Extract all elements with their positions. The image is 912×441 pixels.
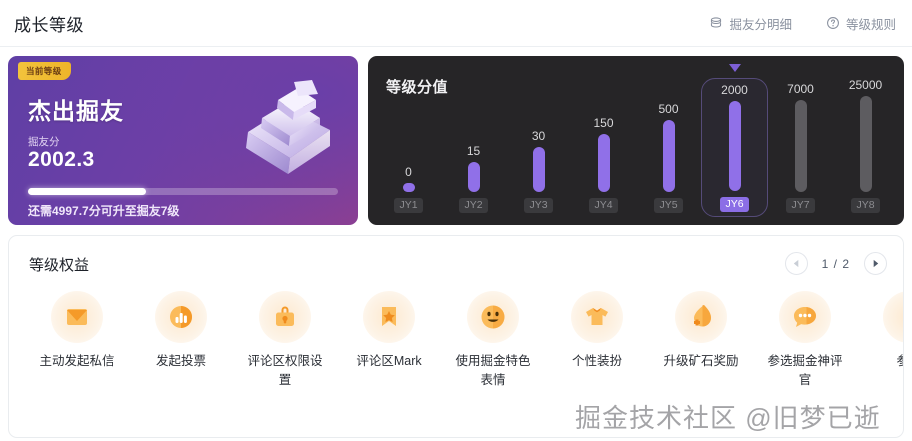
chart-bar-label: JY5 <box>654 198 683 213</box>
pagination-indicator: 1 / 2 <box>821 256 850 271</box>
chart-bar-column[interactable]: 15 JY2 <box>441 78 506 217</box>
benefit-label: 主动发起私信 <box>39 354 115 368</box>
header-action-score-detail[interactable]: 掘友分明细 <box>709 14 792 33</box>
pagination-next-button[interactable] <box>864 252 887 275</box>
benefits-pagination: 1 / 2 <box>784 252 887 275</box>
chart-bar <box>728 101 741 191</box>
current-level-card: 当前等级 杰出掘友 掘友分 2002.3 还需4997.7分可升至掘友7级 <box>8 56 358 225</box>
chart-bar-value: 30 <box>531 129 546 143</box>
benefit-label: 发起投票 <box>155 354 206 368</box>
gem-plus-icon <box>675 291 727 343</box>
chevron-right-icon <box>871 255 880 273</box>
current-level-badge: 当前等级 <box>18 62 71 80</box>
level-benefits-card: 等级权益 1 / 2 主动发起私信 发起投票 评论区权限设置 评论区Mark 使用掘金特… <box>8 235 904 438</box>
header-actions: 掘友分明细 等级规则 <box>709 14 896 33</box>
benefit-item[interactable]: 发起投票 <box>129 291 233 390</box>
question-circle-icon <box>826 16 840 30</box>
page-header: 成长等级 掘友分明细 <box>0 0 912 47</box>
coins-icon <box>709 16 723 30</box>
level-progress-fill <box>28 188 146 195</box>
benefit-label: 评论区Mark <box>356 354 422 368</box>
chart-bar-column[interactable]: 25000 JY8 <box>833 78 898 217</box>
chart-bar-label: JY7 <box>786 198 815 213</box>
tshirt-icon <box>571 291 623 343</box>
chart-bar <box>532 147 545 192</box>
chart-bar <box>662 120 675 192</box>
benefit-item[interactable]: 评论区权限设置 <box>233 291 337 390</box>
score-label: 掘友分 <box>28 136 60 148</box>
envelope-icon <box>51 291 103 343</box>
benefit-label: 升级矿石奖励 <box>663 354 739 368</box>
briefcase-lock-icon <box>259 291 311 343</box>
benefits-list: 主动发起私信 发起投票 评论区权限设置 评论区Mark 使用掘金特色表情 个性装扮 升级矿石… <box>25 291 903 390</box>
benefit-item[interactable]: 评论区Mark <box>337 291 441 390</box>
benefit-item[interactable]: 使用掘金特色表情 <box>441 291 545 390</box>
chart-bar-column[interactable]: 500 JY5 <box>636 78 701 217</box>
chart-bar-value: 150 <box>593 116 614 130</box>
header-action-label: 掘友分明细 <box>729 17 792 32</box>
chart-bar-column[interactable]: 0 JY1 <box>376 78 441 217</box>
benefit-item[interactable]: 个性装扮 <box>545 291 649 390</box>
bar-chart-icon <box>155 291 207 343</box>
benefit-item[interactable]: 主动发起私信 <box>25 291 129 390</box>
chart-bar <box>794 100 807 192</box>
chart-bar-value: 15 <box>466 144 481 158</box>
chart-bar <box>859 96 872 192</box>
comment-dots-icon <box>779 291 831 343</box>
chart-bar-label: JY3 <box>524 198 553 213</box>
benefits-title: 等级权益 <box>29 257 90 274</box>
chart-bar <box>402 183 415 192</box>
benefit-label: 使用掘金特色表情 <box>455 354 531 387</box>
chart-bar <box>597 134 610 192</box>
page-title: 成长等级 <box>14 15 84 35</box>
chart-bar-column[interactable]: 7000 JY7 <box>768 78 833 217</box>
chart-bar-value: 7000 <box>787 82 814 96</box>
benefit-item[interactable]: 参选掘金神评官 <box>753 291 857 390</box>
chart-bar-value: 25000 <box>848 78 883 92</box>
benefit-label: 评论区权限设置 <box>247 354 323 387</box>
current-level-marker-icon <box>728 64 741 72</box>
chart-bar-column[interactable]: 150 JY4 <box>571 78 636 217</box>
chart-bar-value: 500 <box>658 102 679 116</box>
chart-bar-value: 2000 <box>721 83 748 97</box>
pagination-prev-button[interactable] <box>784 252 808 275</box>
top-row: 当前等级 杰出掘友 掘友分 2002.3 还需4997.7分可升至掘友7级 <box>0 47 912 225</box>
score-value: 2002.3 <box>28 148 95 171</box>
chart-bar <box>467 162 480 192</box>
benefit-item[interactable]: 升级矿石奖励 <box>649 291 753 390</box>
chevron-left-icon <box>792 255 801 273</box>
chart-bar-label: JY4 <box>589 198 618 213</box>
level-score-bars: 0 JY1 15 JY2 30 JY3 150 JY4 500 JY5 2000 JY6 7000 JY7… <box>376 64 898 217</box>
chart-bar-value: 0 <box>405 165 412 179</box>
benefit-label: 参选掘金神评官 <box>767 354 843 387</box>
crystal-badge-icon <box>246 80 330 174</box>
level-progress-bar <box>28 188 338 195</box>
next-level-hint: 还需4997.7分可升至掘友7级 <box>28 204 180 218</box>
chart-bar-label: JY8 <box>851 198 880 213</box>
benefit-label: 个性装扮 <box>571 354 622 368</box>
chart-bar-label: JY1 <box>394 198 423 213</box>
smiley-icon <box>467 291 519 343</box>
bookmark-star-icon <box>363 291 415 343</box>
chart-bar-column[interactable]: 30 JY3 <box>506 78 571 217</box>
chart-bar-label: JY2 <box>459 198 488 213</box>
chart-title: 等级分值 <box>386 79 449 96</box>
level-name: 杰出掘友 <box>28 98 124 124</box>
benefit-item[interactable]: 参选 <box>857 291 903 390</box>
partial-icon <box>883 291 903 343</box>
chart-bar-column[interactable]: 2000 JY6 <box>701 64 768 217</box>
header-action-level-rules[interactable]: 等级规则 <box>826 14 896 33</box>
chart-bar-label: JY6 <box>720 197 749 212</box>
benefit-label: 参选 <box>870 352 903 371</box>
level-score-chart-card: 等级分值 0 JY1 15 JY2 30 JY3 150 JY4 500 JY5 2000 JY6 70… <box>368 56 904 225</box>
header-action-label: 等级规则 <box>845 17 896 32</box>
